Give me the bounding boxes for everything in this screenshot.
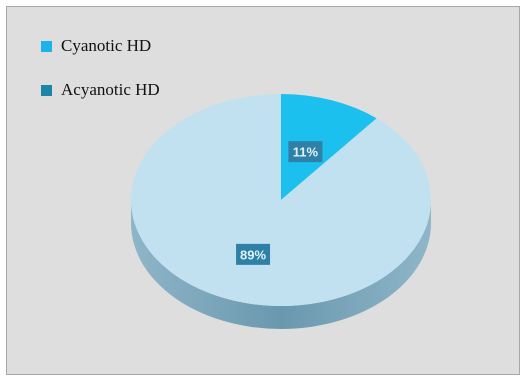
- pie-side-wall: [131, 200, 431, 329]
- data-label-cyanotic-hd-box: [288, 141, 323, 163]
- legend-swatch-acyanotic-hd: [41, 84, 52, 96]
- legend-label-cyanotic-hd: Cyanotic HD: [61, 36, 152, 55]
- data-label-cyanotic-hd-text: 11%: [293, 145, 319, 160]
- legend-swatch-cyanotic-hd: [41, 40, 52, 52]
- data-label-acyanotic-hd: 89%: [236, 243, 271, 265]
- legend-item-acyanotic-hd: Acyanotic HD: [41, 80, 160, 99]
- chart-area: Cyanotic HD Acyanotic HD 11% 89%: [6, 6, 520, 375]
- legend: Cyanotic HD Acyanotic HD: [41, 36, 160, 125]
- legend-label-acyanotic-hd: Acyanotic HD: [61, 80, 160, 99]
- legend-item-cyanotic-hd: Cyanotic HD: [41, 36, 160, 55]
- data-label-acyanotic-hd-box: [236, 243, 271, 265]
- pie-chart: 11% 89%: [130, 94, 431, 329]
- pie-slice-cyanotic-hd: [281, 94, 377, 200]
- pie-slice-acyanotic-hd: [130, 94, 431, 306]
- data-label-cyanotic-hd: 11%: [288, 141, 323, 163]
- data-label-acyanotic-hd-text: 89%: [240, 247, 266, 262]
